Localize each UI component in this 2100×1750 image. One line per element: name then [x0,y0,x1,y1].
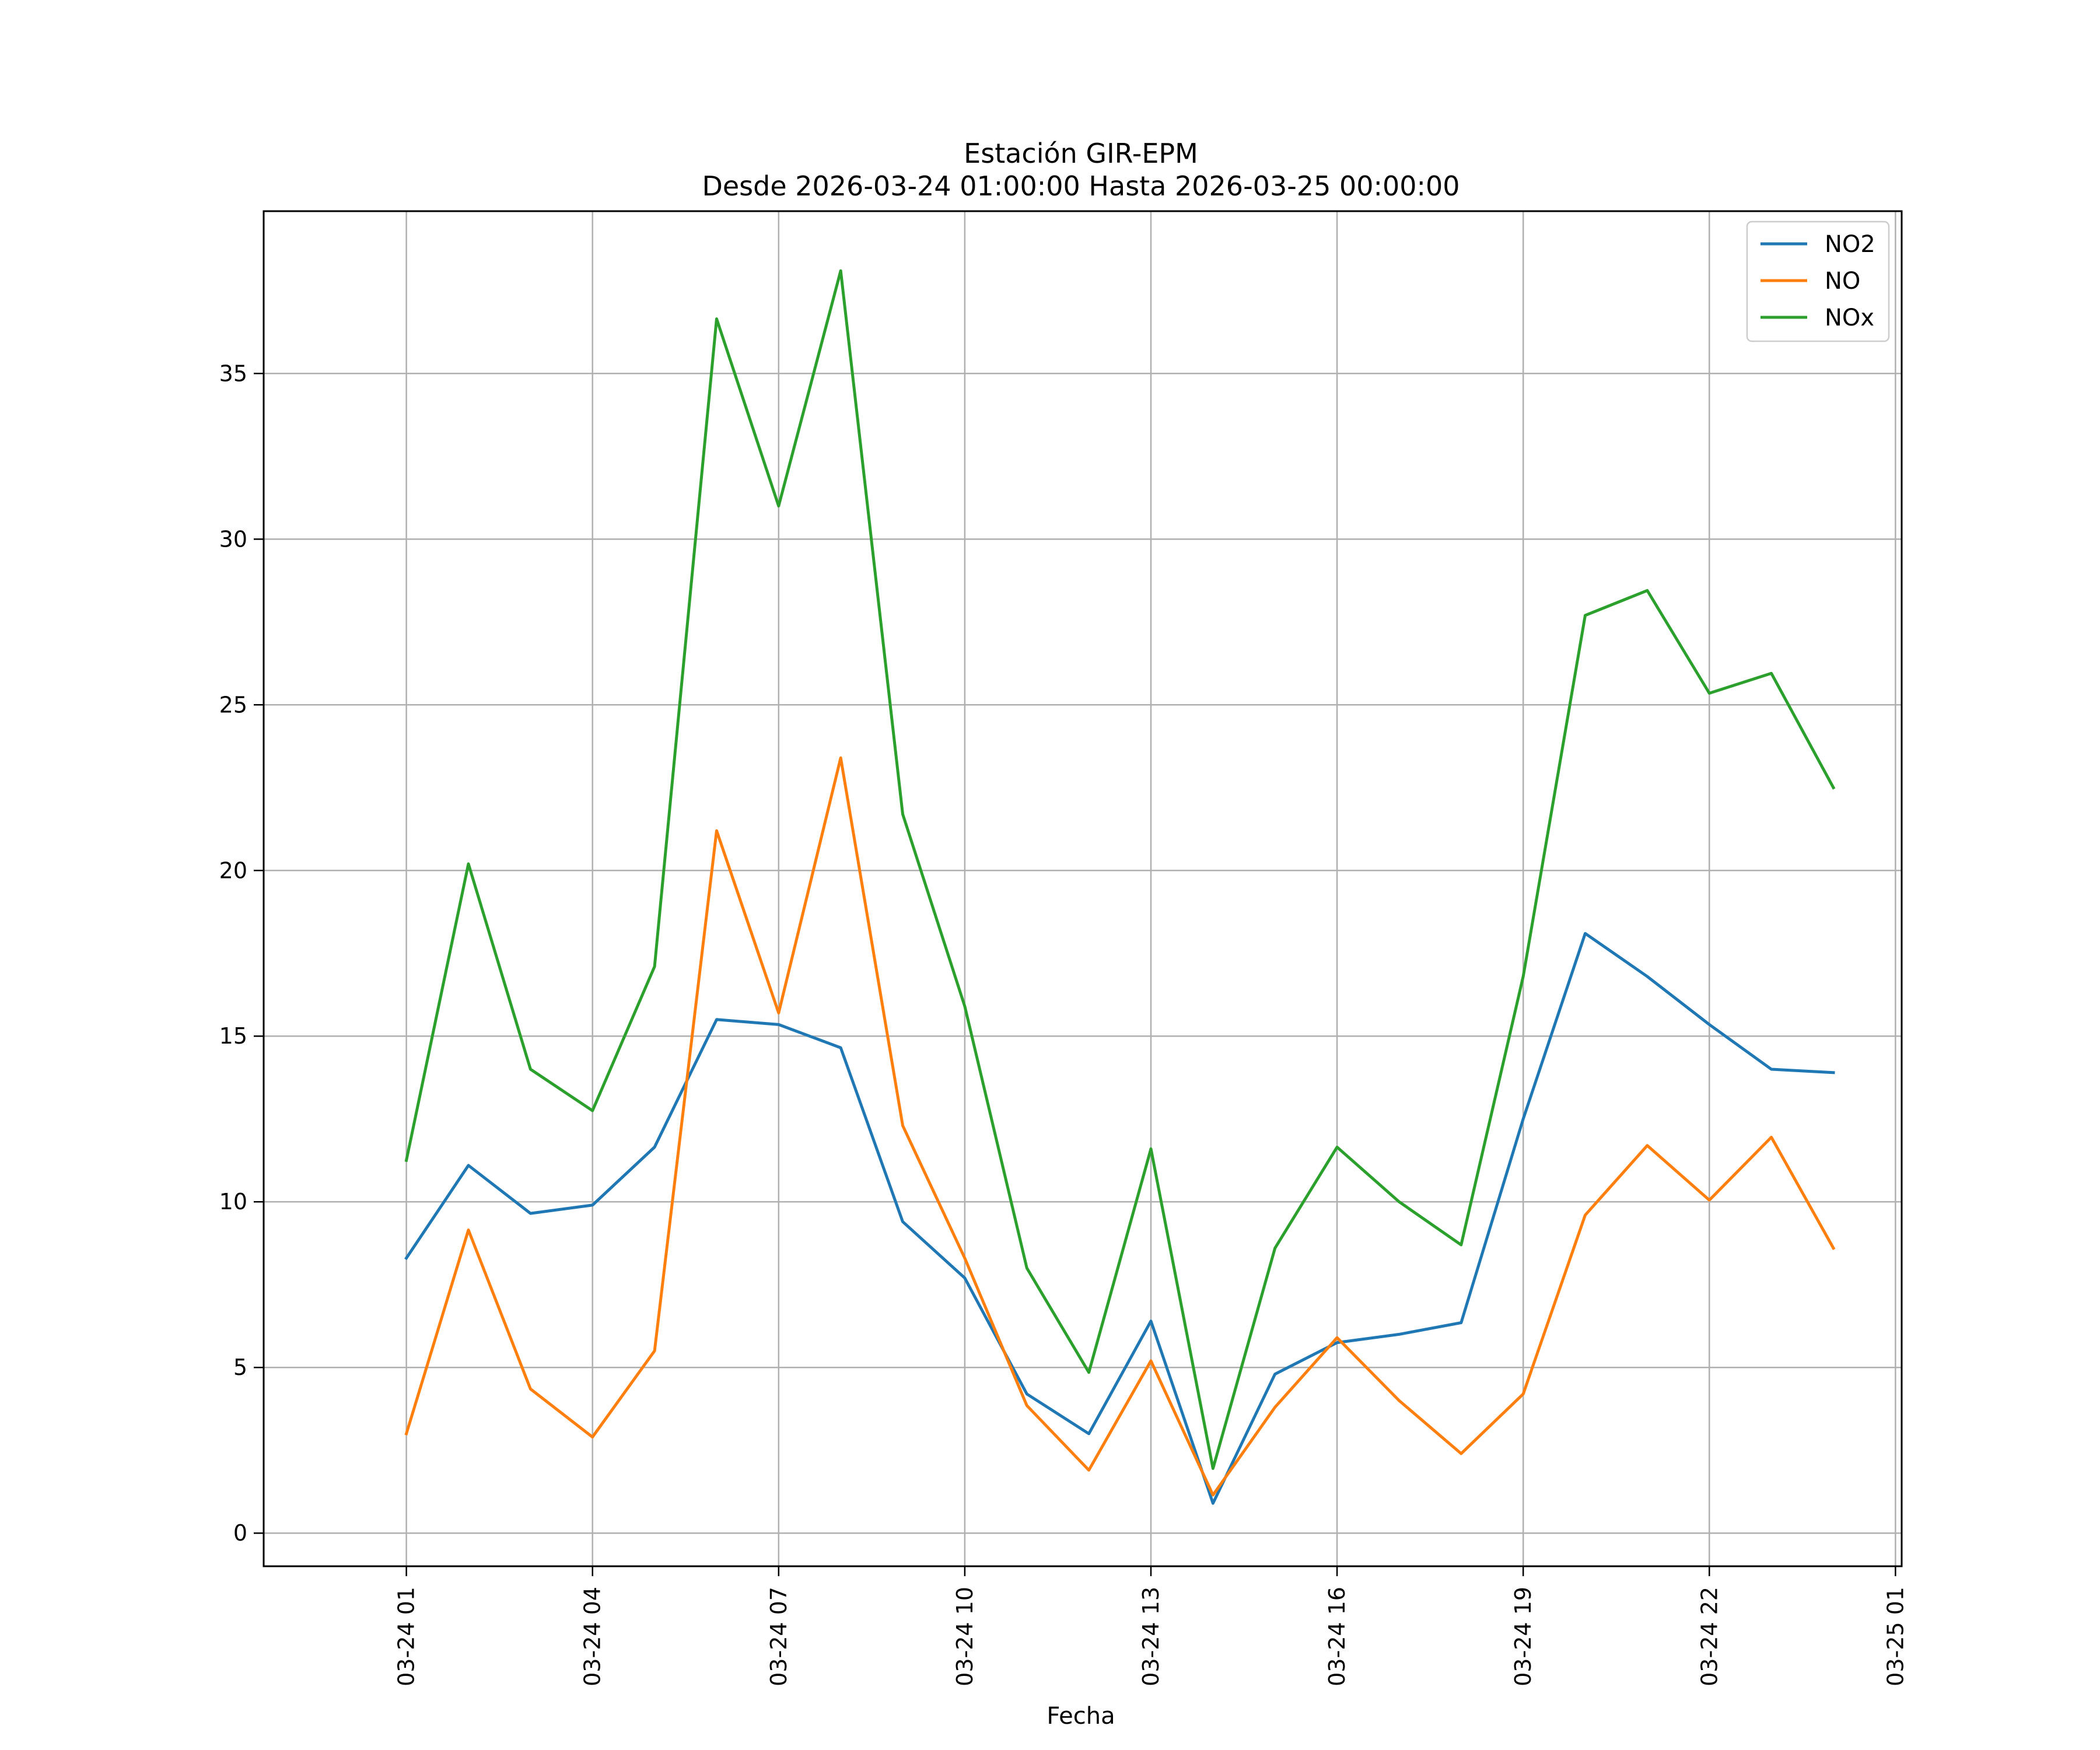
series-line-nox [404,269,1836,1470]
series-line-no2 [404,932,1835,1505]
x-tick-label: 03-25 01 [1882,1587,1908,1686]
y-tick-label: 30 [219,526,247,552]
y-tick-label: 20 [219,858,247,883]
x-tick-label: 03-24 07 [766,1587,792,1686]
x-tick-label: 03-24 10 [952,1587,978,1686]
legend-label-no: NO [1825,268,1860,295]
x-tick-label: 03-24 04 [580,1587,606,1686]
chart-title-line-1: Estación GIR-EPM [964,138,1198,169]
x-tick-label: 03-24 19 [1510,1587,1536,1686]
axes-frame [262,210,1903,1567]
x-tick-label: 03-24 13 [1138,1587,1164,1686]
legend-label-no2: NO2 [1825,231,1875,258]
legend-label-nox: NOx [1825,304,1874,331]
y-tick-label: 35 [219,360,247,386]
chart-title-line-2: Desde 2026-03-24 01:00:00 Hasta 2026-03-… [702,170,1460,202]
y-tick-label: 25 [219,692,247,718]
tick-layer: 03-24 01 03-24 04 03-24 07 03-24 10 03-24 13… [219,360,1909,1686]
y-tick-label: 5 [233,1354,247,1380]
x-tick-label: 03-24 16 [1324,1587,1350,1686]
x-axis-label: Fecha [1046,1703,1115,1730]
series-line-no [404,756,1836,1497]
grid-layer [264,211,1902,1566]
legend-box [1746,220,1890,342]
series-layer [404,269,1836,1505]
y-tick-label: 10 [219,1189,247,1214]
x-tick-label: 03-24 22 [1696,1587,1722,1686]
y-tick-label: 0 [233,1520,247,1546]
x-tick-label: 03-24 01 [394,1587,419,1686]
legend: NO2 NO NOx [1746,220,1890,342]
y-tick-label: 15 [219,1023,247,1049]
